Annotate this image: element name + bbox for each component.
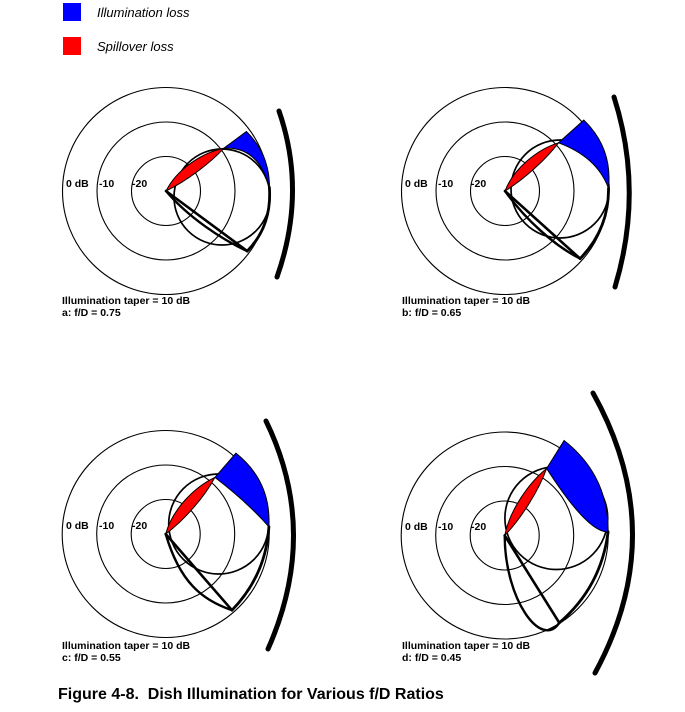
plot-c-edge-arc bbox=[230, 525, 271, 612]
plot-a-grid-circle-1 bbox=[96, 121, 236, 261]
plot-c-fd-label: c: f/D = 0.55 bbox=[62, 651, 121, 664]
spillover-loss-swatch bbox=[63, 37, 81, 55]
legend-label-illumination-loss: Illumination loss bbox=[97, 5, 190, 20]
plot-b-edge-arc bbox=[578, 186, 610, 260]
legend-item-illumination-loss: Illumination loss bbox=[63, 3, 363, 21]
plot-d-caption: Illumination taper = 10 dB d: f/D = 0.45 bbox=[402, 640, 531, 664]
plot-b-caption: Illumination taper = 10 dB b: f/D = 0.65 bbox=[402, 295, 531, 319]
plot-c-grid-circle-2 bbox=[130, 498, 201, 570]
plot-d-lower-edge-ray bbox=[503, 534, 561, 625]
plot-d-scale-label-20db: -20 bbox=[471, 521, 487, 533]
plot-c-grid-circle-1 bbox=[96, 464, 236, 604]
plot-b-lower-lobe-curve bbox=[503, 189, 582, 260]
plot-b-spillover-loss-region bbox=[504, 141, 560, 193]
plot-d-dish-reflector-arc bbox=[590, 390, 635, 676]
plot-a-edge-arc bbox=[245, 186, 272, 253]
figure-title: Figure 4-8. Dish Illumination for Variou… bbox=[58, 686, 444, 703]
plot-a-taper-label: Illumination taper = 10 dB bbox=[62, 295, 191, 307]
plot-a-spillover-loss-region bbox=[164, 147, 226, 193]
plot-b-scale-label-10db: -10 bbox=[438, 178, 454, 190]
plot-a-scale-label-10db: -10 bbox=[99, 178, 115, 190]
plot-b-fd-label: b: f/D = 0.65 bbox=[402, 306, 462, 319]
plot-c-lower-edge-ray bbox=[164, 532, 234, 612]
plot-b-grid-circle-1 bbox=[435, 121, 575, 261]
plot-c-dish-reflector-arc bbox=[263, 418, 296, 652]
plot-d-edge-arc bbox=[557, 530, 610, 625]
plot-d-taper-label: Illumination taper = 10 dB bbox=[402, 640, 531, 652]
plot-c-illumination-loss-region bbox=[214, 452, 270, 529]
plot-c-scale-label-20db: -20 bbox=[132, 520, 148, 532]
legend-item-spillover-loss: Spillover loss bbox=[63, 37, 363, 55]
plot-c-caption: Illumination taper = 10 dB c: f/D = 0.55 bbox=[62, 640, 191, 664]
plot-a-dish-reflector-arc bbox=[274, 108, 295, 280]
plot-a-scale-label-20db: -20 bbox=[132, 178, 148, 190]
plot-b-scale-label-0db: 0 dB bbox=[405, 178, 428, 190]
plot-b-lower-edge-ray bbox=[503, 189, 582, 260]
plot-a-illumination-loss-region bbox=[222, 130, 270, 188]
plot-b-scale-label-20db: -20 bbox=[471, 178, 487, 190]
plot-c-scale-label-0db: 0 dB bbox=[66, 520, 89, 532]
plot-d-illumination-loss-region bbox=[546, 439, 609, 533]
legend-label-spillover-loss: Spillover loss bbox=[97, 39, 174, 54]
illumination-loss-swatch bbox=[63, 3, 81, 21]
plot-c-scale-label-10db: -10 bbox=[99, 520, 115, 532]
plot-a-lower-edge-ray bbox=[164, 189, 249, 253]
plot-d-scale-label-10db: -10 bbox=[438, 521, 454, 533]
plot-a-lower-lobe-curve bbox=[164, 189, 249, 253]
plot-c-lower-lobe-curve bbox=[164, 532, 234, 612]
plot-d-lower-lobe-curve bbox=[503, 534, 561, 632]
plot-a-grid-circle-2 bbox=[130, 155, 202, 227]
plot-a-caption: Illumination taper = 10 dB a: f/D = 0.75 bbox=[62, 295, 191, 319]
plot-b-dish-reflector-arc bbox=[611, 94, 632, 290]
plot-b-grid-circle-2 bbox=[469, 155, 541, 227]
plot-c-taper-label: Illumination taper = 10 dB bbox=[62, 640, 191, 652]
plot-b-taper-label: Illumination taper = 10 dB bbox=[402, 295, 531, 307]
plot-b-illumination-loss-region bbox=[557, 119, 610, 189]
plot-d-scale-label-0db: 0 dB bbox=[405, 521, 428, 533]
plot-d-grid-circle-1 bbox=[435, 465, 575, 606]
plot-d-fd-label: d: f/D = 0.45 bbox=[402, 651, 462, 664]
plot-a-scale-label-0db: 0 dB bbox=[66, 178, 89, 190]
plot-a-fd-label: a: f/D = 0.75 bbox=[62, 306, 121, 319]
plot-d-grid-circle-2 bbox=[469, 500, 540, 571]
